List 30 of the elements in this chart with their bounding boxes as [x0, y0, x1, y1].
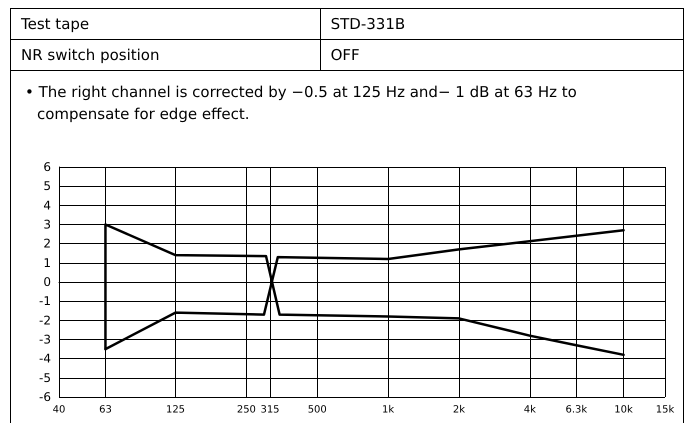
x-tick-label: 63 [99, 404, 112, 416]
x-tick-label: 1k [382, 404, 394, 416]
text: OFF [320, 40, 683, 70]
y-tick-label: 3 [43, 218, 51, 232]
x-tick-label: 2k [452, 404, 466, 416]
x-tick-label: 250 [236, 404, 256, 416]
y-tick-label: 5 [43, 179, 51, 194]
x-tick-label: 315 [260, 404, 280, 416]
x-tick-label: 4k [524, 404, 536, 416]
x-tick-label: 6.3k [565, 404, 588, 416]
y-tick-label: 2 [43, 236, 51, 251]
y-tick-label: -3 [39, 332, 51, 346]
y-tick-label: -2 [39, 313, 51, 328]
y-tick-label: 1 [43, 256, 51, 270]
y-tick-label: 4 [43, 198, 51, 212]
text: NR switch position [11, 40, 320, 70]
y-tick-label: 0 [43, 275, 51, 289]
text: Test tape [11, 9, 320, 40]
x-tick-label: 10k [614, 404, 634, 416]
y-tick-label: -1 [39, 294, 51, 308]
y-tick-label: -5 [39, 370, 51, 385]
x-tick-label: 500 [308, 404, 327, 416]
y-tick-label: -4 [39, 352, 51, 366]
x-tick-label: 15k [656, 404, 674, 416]
text: STD-331B [320, 9, 683, 40]
x-tick-label: 125 [166, 404, 186, 416]
x-tick-label: 40 [52, 404, 66, 416]
y-tick-label: -6 [39, 390, 51, 404]
text: • The right channel is corrected by −0.5 at 125 Hz and− 1 dB at 63 Hz to compensate for edge effect. [24, 82, 578, 125]
y-tick-label: 6 [43, 160, 51, 174]
